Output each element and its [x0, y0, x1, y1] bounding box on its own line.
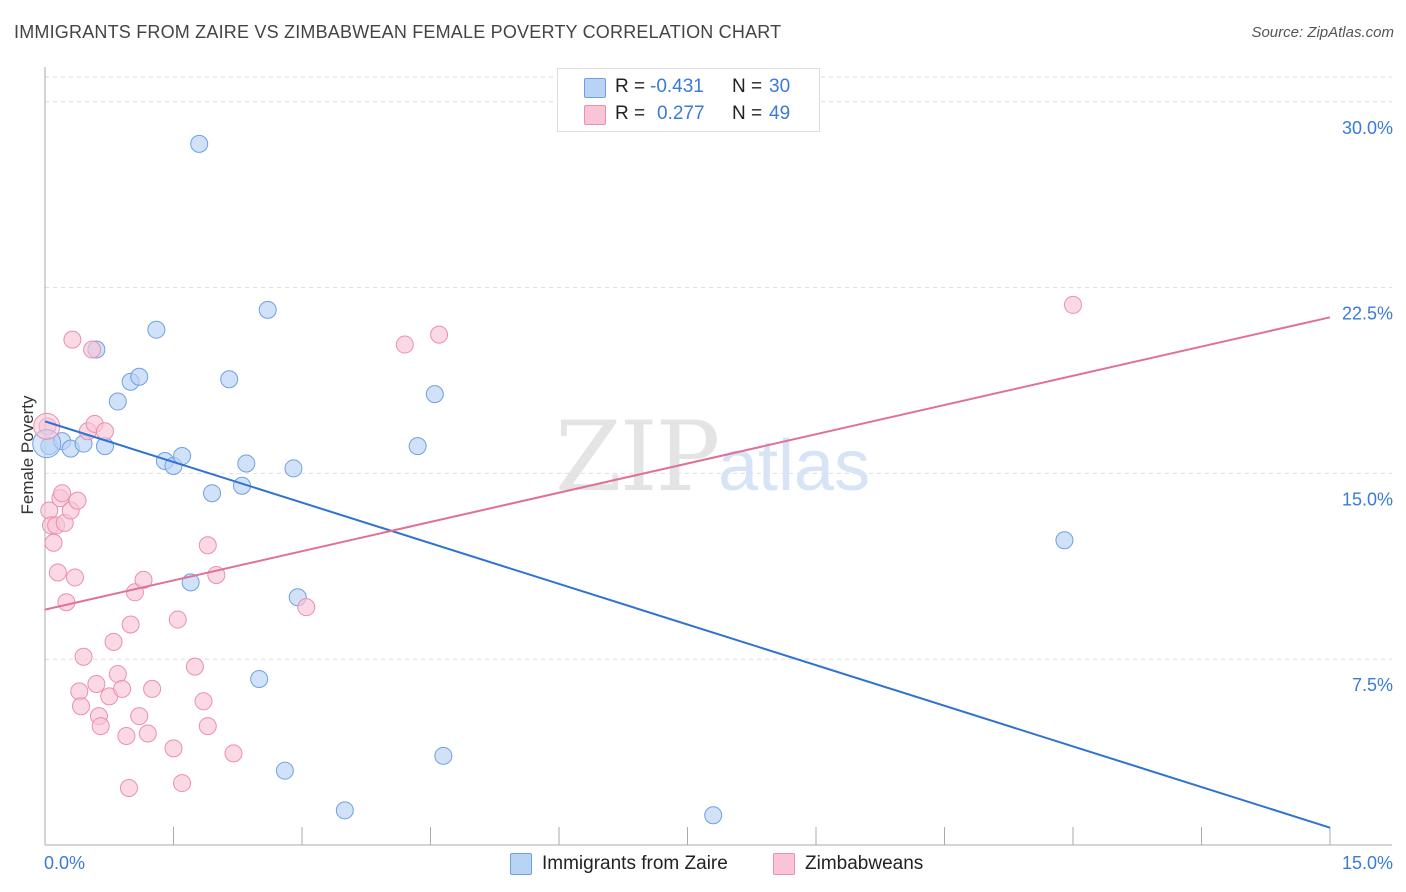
zimbabwean-point [194, 692, 213, 711]
watermark-zip: ZIP [555, 401, 718, 513]
zimbabwean-point [198, 536, 217, 555]
chart-title: IMMIGRANTS FROM ZAIRE VS ZIMBABWEAN FEMA… [14, 22, 782, 42]
zaire-point [704, 806, 723, 825]
zimbabwean-point [224, 744, 243, 763]
zimbabwean-point [104, 632, 123, 651]
zaire-point [108, 392, 127, 411]
correlation-legend: R = -0.431 N = 30 R = 0.277 N = 49 [557, 68, 820, 132]
zaire-point [335, 801, 354, 820]
zimbabwean-point [71, 697, 90, 716]
zaire-point [275, 761, 294, 780]
zaire-point [147, 320, 166, 339]
zaire-point [1055, 531, 1074, 550]
zimbabwean-point [57, 593, 76, 612]
legend-row-zimbabweans: R = 0.277 N = 49 [558, 101, 819, 127]
y-tick-label: 15.0% [1342, 489, 1393, 509]
x-tick-label: 15.0% [1342, 853, 1393, 873]
zimbabwean-point [138, 724, 157, 743]
zimbabwean-point [63, 330, 82, 349]
zaire-point [237, 454, 256, 473]
zimbabwean-point [430, 325, 449, 344]
zimbabwean-point [185, 657, 204, 676]
zaire-point [425, 385, 444, 404]
zimbabwean-point [198, 717, 217, 736]
zimbabwean-point [395, 335, 414, 354]
zaire-point [220, 370, 239, 389]
legend-row-zaire: R = -0.431 N = 30 [558, 74, 819, 100]
y-tick-label: 30.0% [1342, 118, 1393, 138]
zaire-point [284, 459, 303, 478]
zimbabwean-point [130, 707, 149, 726]
zaire-point [258, 300, 277, 319]
zimbabwean-point [95, 422, 114, 441]
zaire-point [250, 670, 269, 689]
zimbabwean-point [91, 717, 110, 736]
gridlines [45, 76, 1392, 660]
legend-n-value: 49 [769, 103, 791, 124]
zaire-point [130, 367, 149, 386]
zaire-trend-line [44, 420, 1331, 829]
tick-labels: 7.5% 15.0% 22.5% 30.0% 0.0% 15.0% [44, 118, 1393, 873]
legend-swatch-blue [584, 78, 606, 98]
zimbabwean-point [119, 779, 138, 798]
watermark-atlas: atlas [718, 426, 870, 506]
y-tick-label: 22.5% [1342, 304, 1393, 324]
zaire-point [408, 437, 427, 456]
zimbabwean-trend-line [44, 316, 1331, 611]
zimbabwean-point [33, 412, 61, 440]
legend-swatch-pink [584, 105, 606, 125]
legend-n-value: 30 [769, 76, 791, 97]
zimbabwean-point [108, 665, 127, 684]
x-tick-label: 0.0% [44, 853, 85, 873]
points [32, 134, 1082, 825]
source-label: Source: ZipAtlas.com [1251, 24, 1394, 41]
legend-series-name: Immigrants from Zaire [542, 853, 728, 874]
zaire-point [190, 134, 209, 153]
zaire-point [203, 484, 222, 503]
series-legend: Immigrants from Zaire Zimbabweans [0, 852, 1406, 876]
zimbabwean-point [44, 533, 63, 552]
zimbabwean-point [65, 568, 84, 587]
zimbabwean-point [1064, 295, 1082, 314]
zimbabwean-point [87, 674, 106, 693]
zimbabwean-point [113, 679, 132, 698]
trend-lines [44, 316, 1331, 829]
legend-r-value: -0.431 [650, 76, 704, 97]
legend-r-label: R = [615, 76, 646, 97]
legend-n-label: N = [732, 103, 763, 124]
zimbabwean-point [164, 739, 183, 758]
legend-r-label: R = [615, 103, 646, 124]
legend-swatch-pink [773, 853, 795, 875]
y-tick-label: 7.5% [1352, 675, 1393, 695]
legend-r-value: 0.277 [657, 103, 705, 124]
zimbabwean-point [297, 598, 316, 617]
zimbabwean-point [68, 491, 87, 510]
zimbabwean-point [70, 682, 89, 701]
zimbabwean-point [53, 484, 72, 503]
zimbabwean-point [48, 563, 67, 582]
zimbabwean-point [74, 647, 93, 666]
zimbabwean-point [121, 615, 140, 634]
zimbabwean-point [83, 340, 102, 359]
zaire-point [434, 746, 453, 765]
zimbabwean-point [168, 610, 187, 629]
zimbabwean-point [117, 726, 136, 745]
legend-n-label: N = [732, 76, 763, 97]
legend-series-name: Zimbabweans [805, 853, 924, 874]
legend-swatch-blue [510, 853, 532, 875]
zimbabwean-point [134, 570, 153, 589]
zimbabwean-point [143, 679, 162, 698]
zimbabwean-point [173, 774, 192, 793]
